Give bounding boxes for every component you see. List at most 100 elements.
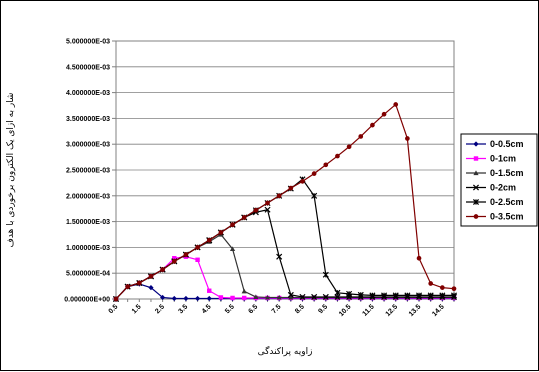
data-point — [264, 294, 271, 300]
data-point — [346, 144, 352, 150]
data-point — [171, 295, 177, 302]
data-point — [322, 271, 329, 278]
data-point — [276, 193, 282, 199]
data-point — [288, 185, 294, 191]
y-tick-label: 2.000000E-03 — [66, 193, 110, 200]
data-point — [265, 200, 270, 206]
legend-box — [460, 133, 538, 227]
data-point — [253, 207, 259, 213]
x-tick-label: 10.5 — [338, 303, 353, 318]
data-point — [381, 111, 387, 117]
x-axis-ticks: 0.5 1.5 2.5 3.5 4.5 5.5 6.5 7.5 8.5 9.5 10.5 11.5 12… — [108, 299, 455, 318]
data-point — [416, 255, 422, 261]
legend-item: 0-3.5cm — [466, 212, 524, 222]
data-point — [183, 295, 189, 302]
data-point — [264, 206, 271, 213]
data-point — [172, 256, 177, 261]
data-point — [416, 292, 423, 299]
y-tick-label: 5.000000E-04 — [66, 271, 110, 278]
x-tick-label: 12.5 — [385, 303, 400, 318]
legend-label: 0-1.5cm — [490, 168, 524, 178]
data-point — [346, 290, 353, 297]
x-tick-label: 6.5 — [247, 303, 259, 315]
data-point — [195, 257, 200, 262]
data-point — [207, 288, 212, 293]
legend-label: 0-3.5cm — [490, 212, 524, 222]
legend-label: 0-2.5cm — [490, 197, 524, 207]
x-tick-label: 3.5 — [178, 303, 190, 315]
y-tick-label: 1.500000E-03 — [66, 219, 110, 226]
legend: 0-0.5cm 0-1cm 0-1.5cm 0-2cm 0-2.5cm 0-3.5cm — [460, 133, 538, 227]
data-point — [148, 273, 154, 279]
legend-label: 0-1cm — [490, 154, 516, 164]
legend-label: 0-0.5cm — [490, 139, 524, 149]
data-point — [440, 285, 445, 290]
data-point — [206, 295, 212, 302]
legend-item: 0-0.5cm — [466, 139, 524, 149]
legend-item: 0-1cm — [466, 154, 516, 164]
x-tick-label: 9.5 — [317, 303, 329, 315]
data-point — [311, 171, 317, 176]
legend-marker — [473, 170, 479, 176]
data-point — [125, 284, 130, 289]
data-point — [160, 267, 165, 272]
data-point — [370, 122, 375, 128]
data-point — [148, 285, 154, 291]
data-point — [113, 296, 119, 302]
x-tick-label: 1.5 — [131, 303, 143, 315]
x-tick-label: 5.5 — [224, 303, 236, 315]
y-axis-ticks: 0.000000E+00 5.000000E-04 1.000000E-03 1.50… — [64, 39, 116, 304]
data-point — [218, 295, 224, 300]
series-0-3.5cm — [113, 102, 457, 302]
data-point — [451, 286, 457, 292]
data-point — [241, 288, 247, 294]
data-point — [241, 215, 247, 220]
data-point — [241, 295, 247, 301]
data-point — [357, 291, 364, 298]
legend-item: 0-2cm — [466, 183, 516, 193]
data-point — [136, 280, 142, 286]
y-tick-label: 3.500000E-03 — [66, 116, 110, 123]
data-point — [253, 294, 259, 300]
series-line — [115, 103, 455, 300]
data-point — [322, 293, 329, 300]
y-tick-label: 4.000000E-03 — [66, 90, 110, 97]
data-point — [404, 292, 411, 299]
data-point — [230, 295, 235, 301]
data-series — [112, 102, 458, 303]
data-point — [311, 293, 318, 300]
data-point — [392, 292, 399, 299]
data-point — [229, 246, 236, 252]
data-point — [171, 258, 177, 264]
data-point — [311, 192, 318, 199]
legend-marker — [472, 198, 480, 206]
legend-marker — [473, 156, 479, 161]
legend-item: 0-2.5cm — [466, 197, 524, 207]
x-tick-label: 2.5 — [154, 303, 166, 315]
x-tick-label: 8.5 — [294, 303, 306, 315]
data-point — [194, 295, 201, 302]
x-axis-title: زاویه پراکندگی — [258, 345, 313, 357]
data-point — [358, 134, 364, 139]
data-point — [183, 252, 189, 257]
y-tick-label: 5.000000E-03 — [66, 39, 110, 46]
legend-marker — [472, 184, 480, 191]
data-point — [288, 294, 294, 300]
data-point — [439, 292, 446, 299]
data-point — [160, 294, 166, 301]
x-tick-label: 7.5 — [271, 303, 283, 315]
data-point — [299, 293, 306, 300]
y-tick-label: 0.000000E+00 — [64, 297, 110, 304]
data-point — [218, 230, 224, 235]
legend-item: 0-1.5cm — [466, 168, 524, 178]
y-tick-label: 2.500000E-03 — [66, 168, 110, 175]
x-tick-label: 11.5 — [362, 303, 376, 317]
legend-marker — [473, 141, 479, 147]
data-point — [334, 289, 341, 296]
x-tick-label: 0.5 — [108, 303, 120, 315]
data-point — [230, 222, 235, 228]
y-tick-label: 3.000000E-03 — [66, 142, 110, 149]
data-point — [393, 102, 399, 107]
